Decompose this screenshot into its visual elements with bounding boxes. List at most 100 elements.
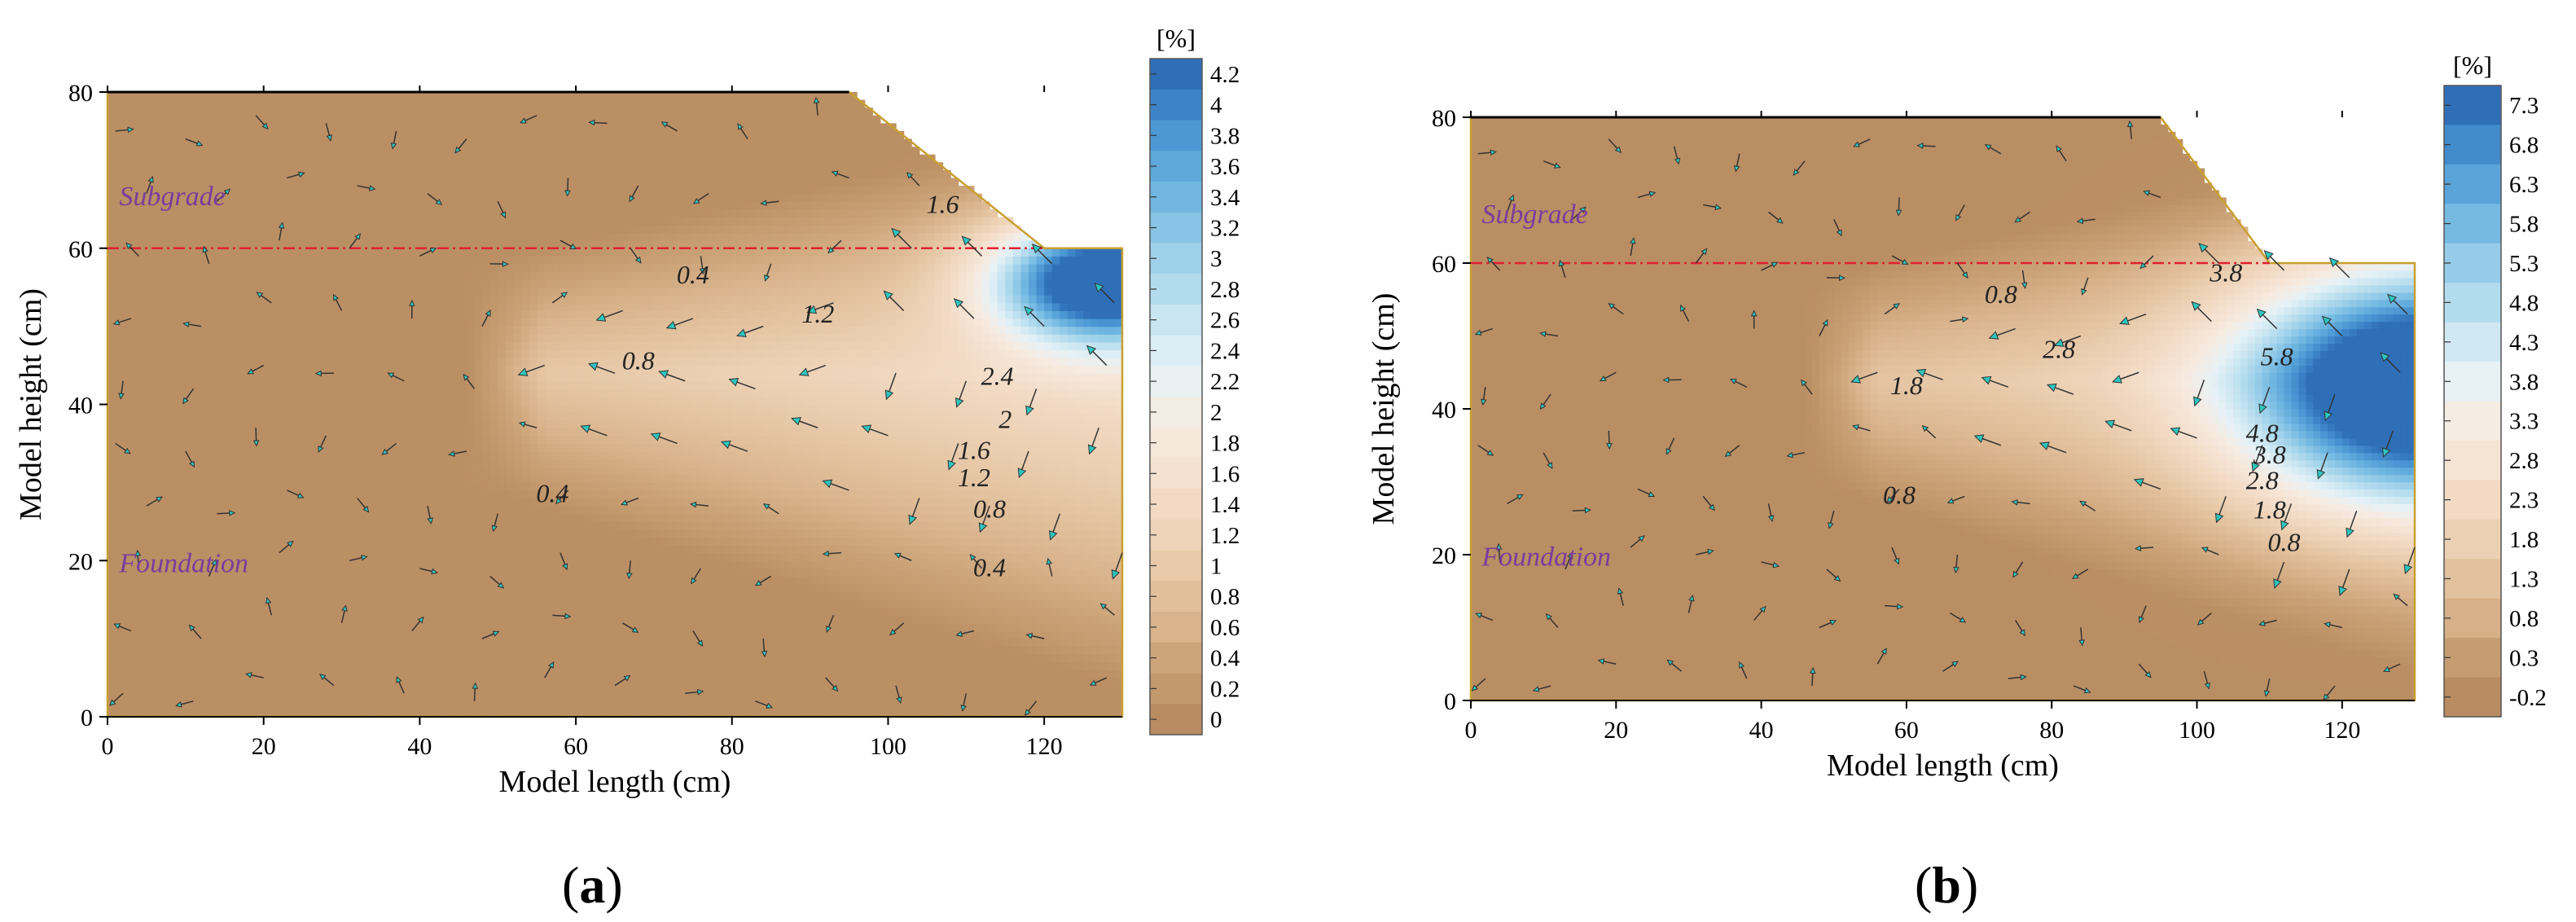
vector-arrow-head xyxy=(629,195,635,203)
vector-arrow-head xyxy=(223,188,231,195)
vector-arrow-head xyxy=(245,672,252,678)
vector-arrow-head xyxy=(889,629,897,636)
colorbar-tick-label: 0.3 xyxy=(2509,645,2539,671)
colorbar-tick-label: 2.2 xyxy=(1210,369,1240,395)
colorbar-tick-label: 0.2 xyxy=(1210,676,1240,702)
vector-arrow-head xyxy=(1545,613,1552,621)
vector-arrow-head xyxy=(127,126,134,134)
vector-arrow-head xyxy=(658,370,669,379)
vector-arrow-head xyxy=(333,293,340,301)
vector-arrow-head xyxy=(1490,149,1497,156)
vector-arrow-head xyxy=(1629,237,1636,244)
colorbar-tick-label: 1 xyxy=(1210,554,1222,580)
vector-arrow-head xyxy=(1474,329,1482,336)
vector-arrow-head xyxy=(798,367,810,376)
vector-arrow-head xyxy=(1024,305,1034,316)
contour-label: 1.2 xyxy=(801,299,834,328)
vector-arrow-head xyxy=(1486,450,1494,456)
vector-arrow-head xyxy=(1608,303,1616,310)
vector-arrow-head xyxy=(2143,190,2150,196)
region-label-foundation: Foundation xyxy=(1481,542,1611,572)
vector-arrow-head xyxy=(492,630,500,637)
vector-arrow-head xyxy=(278,222,285,229)
vector-arrow-head xyxy=(1547,462,1553,469)
contour-label: 0.4 xyxy=(973,552,1006,582)
vector-arrow-head xyxy=(247,368,255,375)
vector-arrow-head xyxy=(1046,557,1053,565)
vector-arrow-head xyxy=(2381,447,2391,458)
vector-arrow-head xyxy=(623,675,631,682)
vector-arrow-head xyxy=(884,389,894,401)
contour-label: 0.8 xyxy=(1883,480,1916,509)
y-tick-label: 0 xyxy=(1444,688,1456,715)
vector-arrow-head xyxy=(2071,573,2079,579)
vector-arrow-head xyxy=(569,243,577,250)
vector-arrow-head xyxy=(1951,661,1959,668)
vector-arrow-head xyxy=(472,682,479,689)
vector-arrow-head xyxy=(1946,498,1955,504)
x-tick-label: 40 xyxy=(407,733,432,760)
vector-arrow-head xyxy=(1836,229,1842,237)
vector-arrow-head xyxy=(318,674,327,681)
colorbar-swatch xyxy=(1150,89,1202,121)
vector-arrow-head xyxy=(124,447,131,454)
colorbar-tick-label: 4.2 xyxy=(1210,62,1240,88)
vector-arrow-head xyxy=(1086,345,1097,355)
vector-arrow-head xyxy=(1597,658,1605,665)
colorbar-tick-label: 3.6 xyxy=(1210,154,1240,180)
y-tick-label: 0 xyxy=(81,705,93,731)
vector-arrow-head xyxy=(1901,258,1909,265)
colorbar-tick-label: 3 xyxy=(1210,246,1222,272)
vector-arrow-head xyxy=(2012,570,2019,578)
colorbar-tick-label: 1.4 xyxy=(1210,492,1240,518)
vector-arrow-head xyxy=(1772,561,1780,569)
vector-arrow-head xyxy=(564,190,571,197)
vector-arrow-head xyxy=(1767,515,1775,522)
vector-arrow-head xyxy=(699,267,706,275)
vector-arrow-head xyxy=(1984,144,1992,151)
vector-arrow-head xyxy=(2324,411,2333,422)
vector-arrow-head xyxy=(520,117,527,124)
colorbar-swatch xyxy=(2444,677,2501,718)
vector-arrow-head xyxy=(454,146,462,154)
vector-arrow-head xyxy=(1679,304,1686,312)
colorbar-swatch xyxy=(1150,612,1202,643)
vector-arrow-head xyxy=(2263,250,2274,261)
vector-arrow-head xyxy=(118,393,125,400)
vector-arrow-head xyxy=(2403,564,2413,575)
colorbar-tick-label: 4.8 xyxy=(2509,290,2539,316)
x-axis-label: Model length (cm) xyxy=(1827,749,2059,783)
vector-arrow-head xyxy=(1916,368,1927,378)
colorbar-tick-label: 0.8 xyxy=(2509,606,2539,632)
colorbar-swatch xyxy=(2444,164,2501,204)
vector-arrow-head xyxy=(1486,257,1494,264)
colorbar-tick-label: 5.8 xyxy=(2509,212,2539,238)
vector-arrow-head xyxy=(2263,690,2271,697)
vector-arrow-head xyxy=(2196,618,2205,626)
vector-arrow-head xyxy=(435,198,443,205)
vector-arrow-head xyxy=(2076,217,2084,224)
vector-arrow-head xyxy=(188,624,195,632)
vector-arrow-head xyxy=(760,200,767,206)
vector-arrow-head xyxy=(517,367,529,376)
vector-arrow-head xyxy=(1025,632,1033,639)
vector-arrow-head xyxy=(1617,587,1624,595)
colorbar-swatch xyxy=(1150,581,1202,612)
colorbar-tick-label: 3.8 xyxy=(2509,369,2539,395)
vector-arrow-head xyxy=(634,256,642,264)
y-tick-label: 20 xyxy=(1432,542,1456,569)
contour-label: 1.8 xyxy=(1890,371,1923,400)
x-tick-label: 20 xyxy=(252,733,276,760)
x-tick-label: 20 xyxy=(1604,717,1628,744)
colorbar-swatch xyxy=(1150,59,1202,90)
x-tick-label: 80 xyxy=(2039,717,2064,744)
vector-arrow-head xyxy=(1539,331,1547,337)
colorbar-swatch xyxy=(1150,212,1202,244)
vector-arrow-head xyxy=(737,123,744,130)
x-tick-label: 80 xyxy=(720,733,744,760)
colorbar-swatch xyxy=(1150,274,1202,305)
vector-arrows xyxy=(108,96,1123,716)
colorbar-swatch xyxy=(2444,322,2501,362)
colorbar-swatch xyxy=(1150,243,1202,274)
vector-arrow-head xyxy=(2201,547,2209,553)
